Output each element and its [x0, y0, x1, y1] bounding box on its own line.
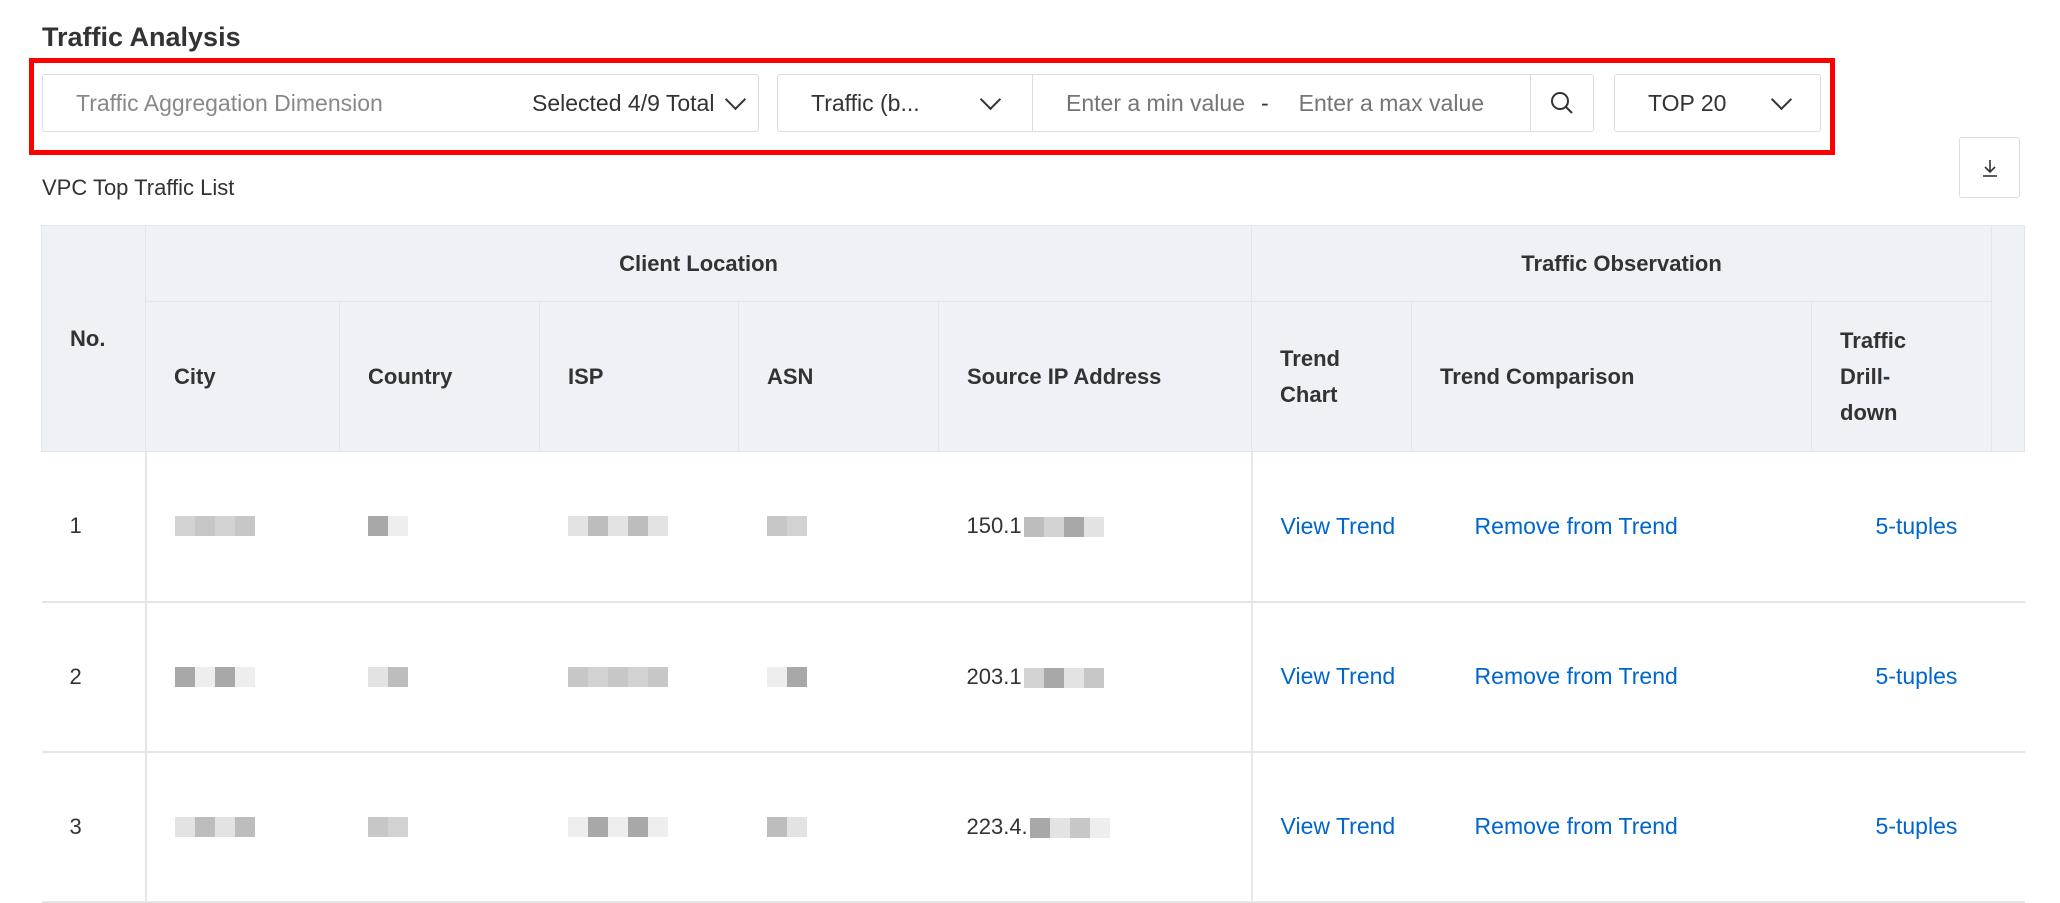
- group-header-traffic-observation: Traffic Observation: [1251, 225, 1993, 302]
- aggregation-label: Traffic Aggregation Dimension: [76, 89, 383, 116]
- cell-trend-comparison: Remove from Trend: [1411, 601, 1812, 753]
- cell-no: 2: [41, 601, 147, 753]
- cell-drilldown: 5-tuples: [1811, 451, 1992, 603]
- min-value-input[interactable]: [1064, 88, 1253, 118]
- redacted-value: [567, 516, 668, 536]
- view-trend-link[interactable]: View Trend: [1280, 663, 1396, 689]
- search-button[interactable]: [1530, 75, 1593, 131]
- table-row: 3 223.4. View Trend Remove from Trend 5-tupl…: [41, 751, 2025, 903]
- cell-spacer: [1991, 451, 2025, 603]
- aggregation-dimension-filter[interactable]: Traffic Aggregation Dimension Selected 4…: [42, 74, 759, 132]
- metric-select[interactable]: Traffic (b...: [778, 75, 1033, 131]
- five-tuples-link[interactable]: 5-tuples: [1875, 512, 1958, 539]
- range-separator: -: [1261, 89, 1269, 116]
- download-button[interactable]: [1959, 137, 2020, 198]
- cell-trend-comparison: Remove from Trend: [1411, 451, 1812, 603]
- max-value-input[interactable]: [1296, 88, 1491, 118]
- aggregation-select-value[interactable]: Selected 4/9 Total: [532, 89, 715, 116]
- table-row: 2 203.1 View Trend Remove from Trend 5-tuple…: [41, 601, 2025, 753]
- top-traffic-table: No. Client Location Traffic Observation …: [41, 225, 2026, 903]
- cell-trend-chart: View Trend: [1250, 751, 1412, 903]
- cell-asn: [738, 751, 939, 903]
- redacted-value: [567, 666, 668, 687]
- column-header-city: City: [145, 301, 340, 452]
- chevron-down-icon: [979, 88, 1002, 110]
- redacted-value: [766, 516, 807, 536]
- group-header-client-location: Client Location: [144, 225, 1253, 302]
- column-header-no: No.: [41, 225, 146, 452]
- cell-drilldown: 5-tuples: [1811, 751, 1992, 903]
- cell-city: [145, 451, 340, 603]
- cell-no: 1: [41, 451, 147, 603]
- cell-trend-comparison: Remove from Trend: [1411, 751, 1812, 903]
- cell-asn: [738, 451, 939, 603]
- column-header-source-ip: Source IP Address: [937, 301, 1253, 452]
- five-tuples-link[interactable]: 5-tuples: [1875, 663, 1958, 689]
- cell-source-ip: 150.1: [938, 451, 1252, 603]
- redacted-value: [367, 816, 408, 837]
- traffic-range-filter: Traffic (b... -: [777, 74, 1594, 132]
- redacted-value: [367, 666, 408, 687]
- redacted-value: [567, 816, 668, 837]
- redacted-value: [174, 816, 255, 837]
- cell-city: [145, 751, 340, 903]
- cell-isp: [539, 451, 739, 603]
- page-title: Traffic Analysis: [42, 22, 241, 52]
- header-spacer: [1991, 225, 2026, 452]
- column-header-trend-comparison: Trend Comparison: [1411, 301, 1813, 452]
- redacted-value: [766, 666, 807, 687]
- cell-drilldown: 5-tuples: [1811, 601, 1992, 753]
- column-header-isp: ISP: [539, 301, 739, 452]
- cell-isp: [539, 601, 739, 753]
- column-header-asn: ASN: [738, 301, 939, 452]
- cell-country: [339, 601, 540, 753]
- cell-no: 3: [41, 751, 147, 903]
- view-trend-link[interactable]: View Trend: [1280, 813, 1396, 839]
- remove-from-trend-link[interactable]: Remove from Trend: [1474, 512, 1678, 539]
- redacted-value: [174, 666, 255, 687]
- list-title: VPC Top Traffic List: [42, 175, 235, 200]
- cell-source-ip: 203.1: [938, 601, 1252, 753]
- cell-spacer: [1991, 751, 2025, 903]
- cell-country: [339, 451, 540, 603]
- top-n-select[interactable]: TOP 20: [1614, 74, 1821, 132]
- cell-asn: [738, 601, 939, 753]
- chevron-down-icon: [725, 88, 747, 110]
- cell-isp: [539, 751, 739, 903]
- metric-select-value: Traffic (b...: [811, 89, 920, 116]
- download-icon: [1982, 159, 1997, 177]
- table-row: 1 150.1 View Trend Remove from Trend 5-tuple…: [41, 451, 2025, 603]
- search-icon: [1551, 92, 1573, 114]
- cell-trend-chart: View Trend: [1250, 451, 1412, 603]
- redacted-value: [174, 516, 255, 536]
- redacted-value: [367, 516, 408, 536]
- highlight-box: [29, 58, 1835, 155]
- cell-city: [145, 601, 340, 753]
- cell-spacer: [1991, 601, 2025, 753]
- remove-from-trend-link[interactable]: Remove from Trend: [1474, 663, 1678, 689]
- view-trend-link[interactable]: View Trend: [1280, 512, 1396, 539]
- chevron-down-icon: [1771, 88, 1793, 110]
- column-header-traffic-drilldown: Traffic Drill-down: [1811, 301, 1993, 452]
- five-tuples-link[interactable]: 5-tuples: [1875, 813, 1958, 839]
- column-header-trend-chart: Trend Chart: [1251, 301, 1413, 452]
- cell-source-ip: 223.4.: [938, 751, 1252, 903]
- column-header-country: Country: [339, 301, 540, 452]
- cell-country: [339, 751, 540, 903]
- redacted-value: [766, 816, 807, 837]
- cell-trend-chart: View Trend: [1250, 601, 1412, 753]
- remove-from-trend-link[interactable]: Remove from Trend: [1474, 813, 1678, 839]
- top-n-value: TOP 20: [1648, 89, 1727, 116]
